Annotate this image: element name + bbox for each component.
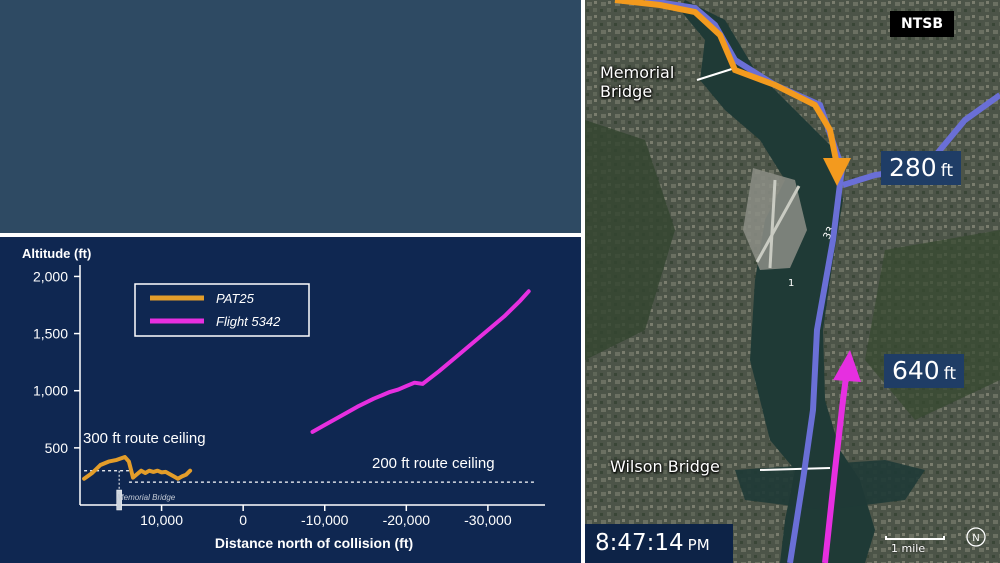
memorial-bridge-chart-label: Memorial Bridge [117,493,176,502]
map-green-area [585,120,675,360]
x-tick-label: -20,000 [383,512,431,528]
ref-label-200ft: 200 ft route ceiling [372,455,495,472]
y-tick-label: 1,500 [33,326,68,342]
legend-label-pat25: PAT25 [216,291,255,306]
x-axis-label: Distance north of collision (ft) [215,535,413,551]
memorial-bridge-marker: Memorial Bridge [116,489,176,511]
potomac-river [680,0,875,563]
scale-bar-line [885,536,945,540]
wilson-bridge-label: Wilson Bridge [610,457,720,476]
memorial-bridge-rect [116,489,122,511]
ntsb-badge: NTSB [890,11,955,37]
memorial-bridge-label: Memorial Bridge [600,63,695,101]
flight-altitude-value: 640 [892,356,940,385]
x-tick-label: -30,000 [464,512,512,528]
map-panel: 33 1 N Memorial Bridge Wilson Bridge 280… [585,0,1000,563]
compass-letter: N [972,533,979,544]
series-layer [82,289,531,481]
x-tick-label: 10,000 [140,512,183,528]
altitude-chart-panel: Altitude (ft) Distance north of collisio… [0,237,581,563]
y-tick-label: 2,000 [33,268,68,284]
airport-area [743,168,807,270]
pat25-altitude-unit: ft [940,161,954,181]
clock-ampm: PM [687,536,710,554]
compass-icon: N [966,527,986,547]
legend-label-flight-5342: Flight 5342 [216,314,281,329]
timestamp-display: 8:47:14 PM [585,524,733,563]
chart-legend: PAT25 Flight 5342 [134,283,310,337]
altitude-chart: Altitude (ft) Distance north of collisio… [22,246,545,551]
scale-bar: 1 mile [883,533,949,557]
flight-altitude-badge: 640 ft [884,354,965,388]
flight-altitude-unit: ft [943,364,957,384]
series-line-flight-5342 [310,289,531,434]
memorial-bridge-line [696,67,736,81]
y-tick-label: 500 [45,440,69,456]
legend-box [134,283,310,337]
x-tick-label: -10,000 [301,512,349,528]
satellite-map: 33 1 N [585,0,1000,563]
pat25-arrowhead [823,158,851,186]
runway-1 [768,179,777,269]
empty-top-panel [0,0,581,233]
wilson-bridge-line [759,467,831,471]
y-axis-label: Altitude (ft) [22,246,91,261]
pat25-altitude-badge: 280 ft [881,151,962,185]
scale-label: 1 mile [891,542,926,555]
flight-5342-arrowhead [833,350,861,382]
x-tick-label: 0 [239,512,247,528]
pat25-altitude-value: 280 [889,153,937,182]
clock-time: 8:47:14 [595,530,684,556]
y-tick-label: 1,000 [33,383,68,399]
pat25-track [614,0,840,166]
runway-33 [755,185,801,263]
ref-label-300ft: 300 ft route ceiling [83,430,206,447]
series-line-pat25 [82,455,193,481]
potomac-river-lower [735,460,925,510]
flight-5342-track [822,369,850,563]
runway-1-label: 1 [788,278,794,289]
axes-layer: 500 1,000 1,500 2,000 10,000 0 -10,000 -20,000 -… [33,265,545,528]
memorial-bridge-label-text: Memorial Bridge [600,63,675,101]
